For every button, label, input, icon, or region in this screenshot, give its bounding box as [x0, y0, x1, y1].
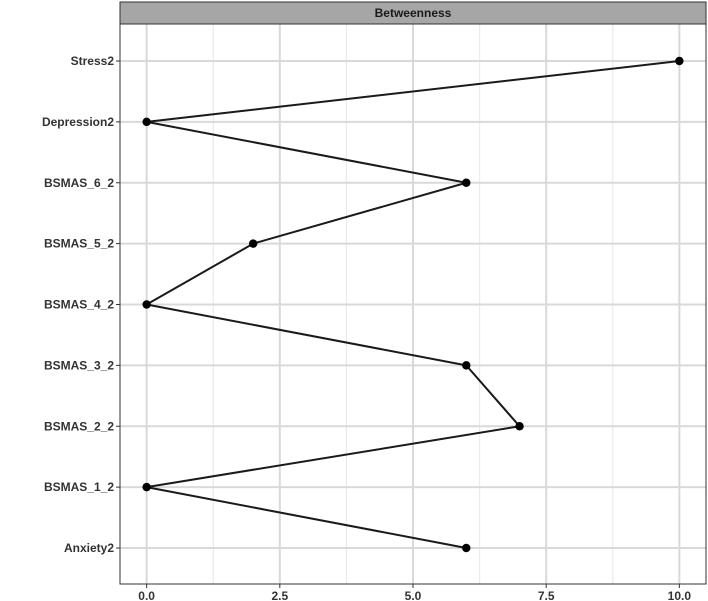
y-tick-label: Stress2 [71, 54, 115, 68]
y-tick-label: BSMAS_1_2 [44, 480, 114, 494]
y-tick-label: BSMAS_4_2 [44, 298, 114, 312]
x-tick-label: 2.5 [271, 589, 288, 601]
y-tick-label: BSMAS_6_2 [44, 176, 114, 190]
y-tick-label: Anxiety2 [64, 541, 114, 555]
x-tick-label: 5.0 [405, 589, 422, 601]
x-tick-label: 10.0 [668, 589, 692, 601]
data-point [462, 543, 471, 553]
data-point [515, 422, 524, 431]
major-gridlines [120, 24, 706, 584]
x-tick-label: 7.5 [538, 589, 555, 601]
y-axis: Stress2 Depression2 BSMAS_6_2 BSMAS_5_2 BSMA… [42, 54, 120, 555]
y-tick-label: BSMAS_5_2 [44, 237, 114, 251]
x-axis: 0.0 2.5 5.0 7.5 10.0 [138, 584, 691, 601]
data-point [142, 117, 151, 127]
chart-title: Betweenness [375, 6, 452, 20]
betweenness-series [142, 56, 684, 553]
facet-strip: Betweenness [119, 1, 707, 25]
data-point [462, 178, 471, 187]
data-point [675, 56, 684, 66]
data-point [142, 482, 151, 492]
y-tick-label: BSMAS_3_2 [44, 358, 114, 372]
x-tick-label: 0.0 [138, 589, 155, 601]
data-point [142, 300, 151, 309]
plot-panel [119, 23, 707, 585]
data-point [462, 361, 471, 370]
y-tick-label: BSMAS_2_2 [44, 419, 114, 433]
y-tick-label: Depression2 [42, 115, 114, 129]
data-point [248, 239, 258, 248]
